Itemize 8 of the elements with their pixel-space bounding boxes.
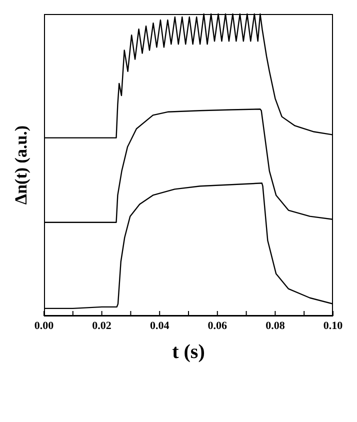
y-axis-title: Δn(t) (a.u.) <box>12 125 32 205</box>
x-tick-label: 0.08 <box>266 320 286 332</box>
x-tick-label: 0.00 <box>34 320 54 332</box>
x-axis-title: t (s) <box>172 341 205 363</box>
x-tick-label: 0.06 <box>208 320 228 332</box>
x-tick-label: 0.10 <box>323 320 344 332</box>
x-tick-label: 0.04 <box>150 320 170 332</box>
x-tick-label: 0.02 <box>92 320 112 332</box>
